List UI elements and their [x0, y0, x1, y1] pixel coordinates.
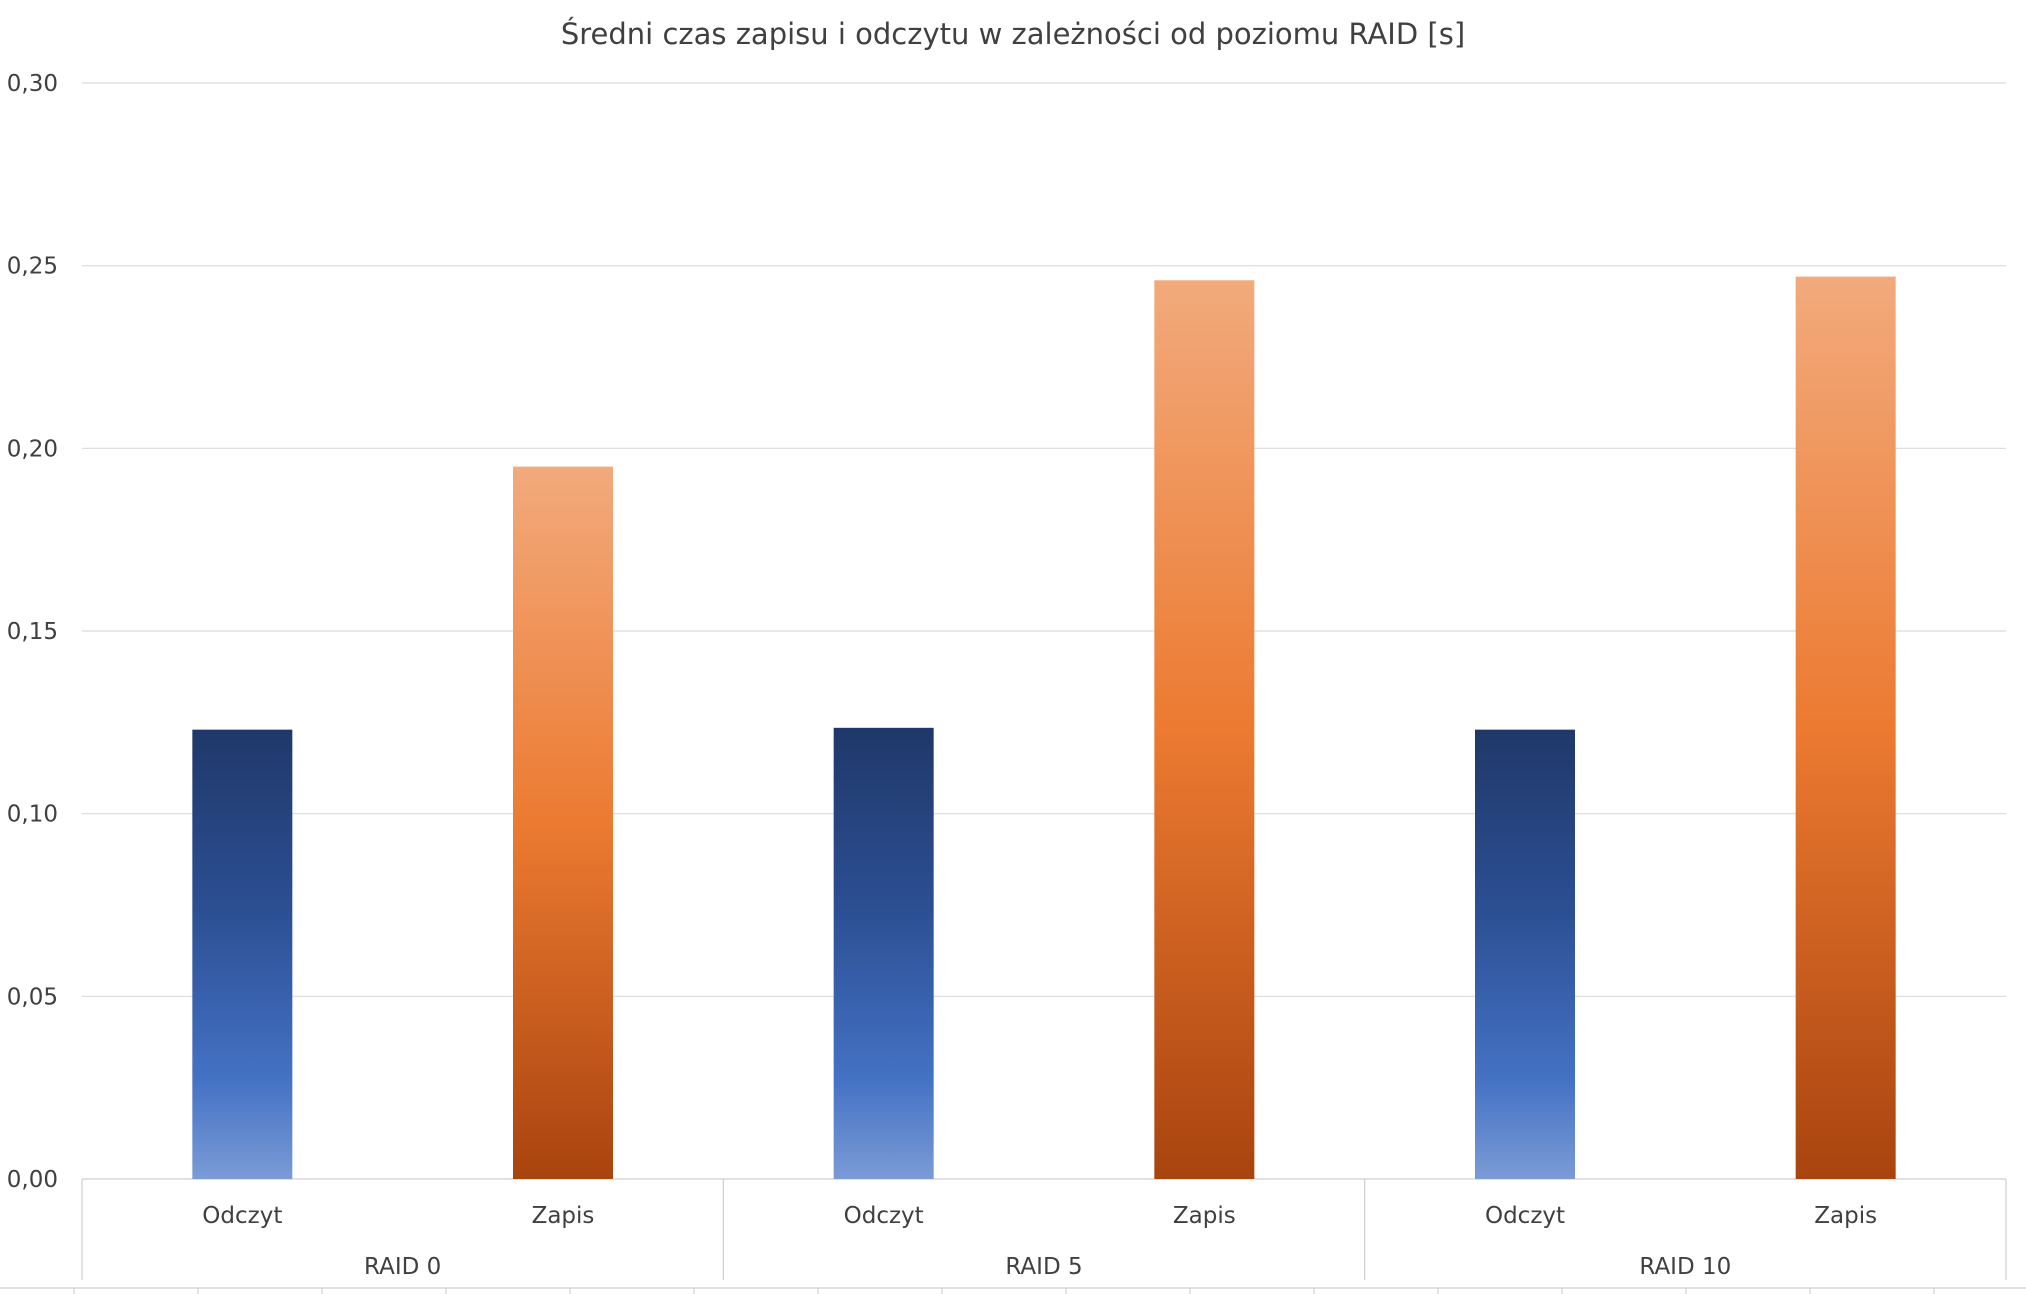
x-tick-label: Odczyt [1485, 1203, 1565, 1229]
y-tick-label: 0,15 [7, 619, 58, 645]
x-tick-label: Odczyt [202, 1203, 282, 1229]
bar-zapis-raid-0 [513, 466, 613, 1180]
y-tick-label: 0,20 [7, 436, 58, 462]
y-tick-label: 0,05 [7, 984, 58, 1010]
x-tick-label: Odczyt [844, 1203, 924, 1229]
bar-odczyt-raid-5 [833, 727, 934, 1179]
x-group-label: RAID 0 [364, 1254, 441, 1280]
x-tick-label: Zapis [532, 1203, 595, 1229]
bar-odczyt-raid-0 [192, 729, 293, 1179]
x-group-label: RAID 5 [1005, 1254, 1082, 1280]
y-tick-label: 0,10 [7, 802, 58, 828]
bars [192, 276, 1896, 1180]
x-axis: Odczyt Zapis RAID 0 Odczyt Zapis RAID 5 Odczyt… [0, 1179, 2026, 1294]
bar-odczyt-raid-10 [1475, 729, 1575, 1179]
y-tick-label: 0,25 [7, 254, 58, 280]
y-tick-label: 0,00 [7, 1167, 58, 1193]
bar-zapis-raid-10 [1795, 276, 1896, 1179]
x-group-label: RAID 10 [1639, 1254, 1731, 1280]
x-tick-label: Zapis [1814, 1203, 1877, 1229]
x-tick-label: Zapis [1173, 1203, 1236, 1229]
bar-zapis-raid-5 [1154, 280, 1255, 1179]
gridlines [82, 82, 2006, 1180]
y-tick-label: 0,30 [7, 71, 58, 97]
chart-title: Średni czas zapisu i odczytu w zależnośc… [561, 17, 1465, 51]
y-axis-tick-labels: 0,00 0,05 0,10 0,15 0,20 0,25 0,30 [7, 71, 58, 1193]
